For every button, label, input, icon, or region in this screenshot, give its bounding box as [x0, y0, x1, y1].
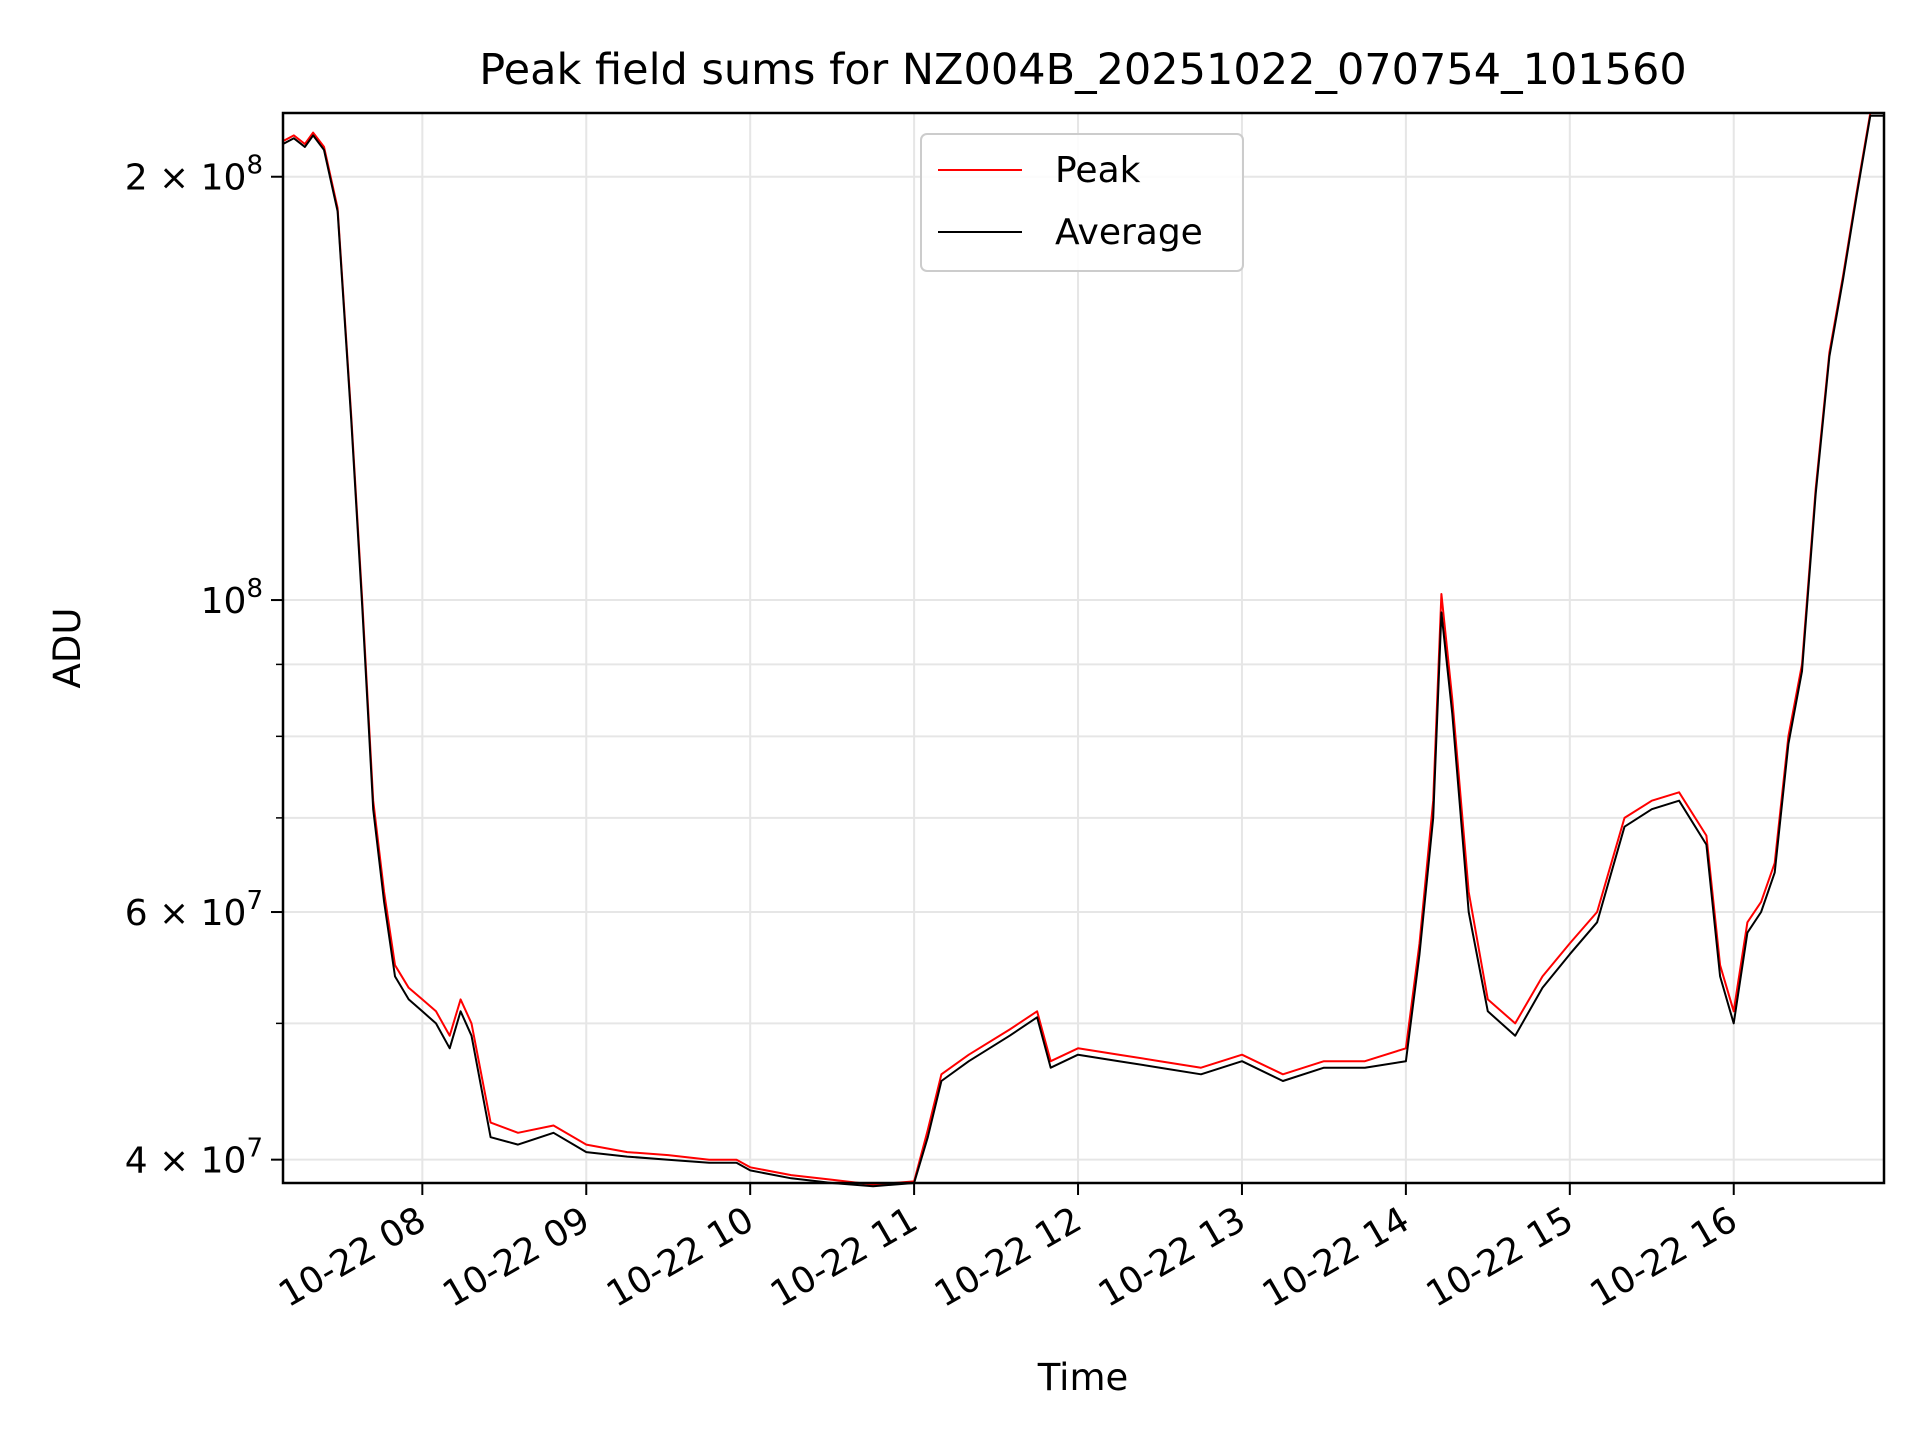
y-tick-label: 6 × 107 [125, 886, 263, 934]
y-tick-label: 4 × 107 [125, 1134, 263, 1182]
legend-box [920, 133, 1244, 272]
y-axis: 4 × 107 6 × 107 108 2 × 108 [125, 151, 283, 1182]
grid-lines [283, 113, 1884, 1183]
legend-label-average: Average [1055, 212, 1203, 253]
series-lines [282, 112, 1884, 1188]
y-axis-label: ADU [46, 608, 89, 689]
chart-title: Peak field sums for NZ004B_20251022_0707… [479, 45, 1687, 95]
x-axis-label: Time [1037, 1356, 1129, 1399]
series-line-average [282, 114, 1884, 1188]
legend: Peak Average [920, 133, 1244, 272]
y-tick-label: 108 [201, 574, 263, 622]
plot-frame [281, 111, 1886, 1185]
legend-label-peak: Peak [1055, 150, 1141, 191]
series-line-peak [282, 112, 1884, 1186]
y-tick-label: 2 × 108 [125, 151, 263, 199]
